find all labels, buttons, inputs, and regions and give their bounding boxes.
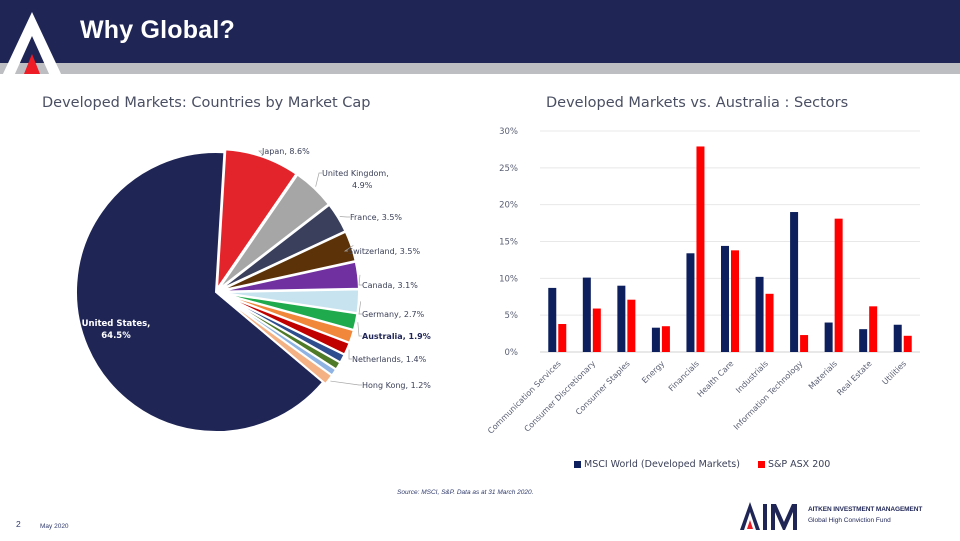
sector-bar-chart: 0%5%10%15%20%25%30%Communication Service… <box>486 127 920 436</box>
x-tick-label: Energy <box>640 359 666 385</box>
y-tick-label: 0% <box>505 348 519 358</box>
pie-leader-line-france <box>339 216 350 218</box>
bar-chart-legend: MSCI World (Developed Markets) S&P ASX 2… <box>574 459 830 470</box>
bar-msci-world-developed-markets-materials <box>824 322 833 352</box>
legend-item-msci: MSCI World (Developed Markets) <box>574 459 740 470</box>
page-date: May 2020 <box>40 523 69 530</box>
bar-msci-world-developed-markets-utilities <box>893 324 902 352</box>
pie-label-canada: Canada, 3.1% <box>362 281 418 290</box>
pie-label-united-states: 64.5% <box>101 331 131 341</box>
x-tick-label: Health Care <box>696 359 736 399</box>
pie-leader-line-australia <box>357 322 362 337</box>
bar-msci-world-developed-markets-industrials <box>755 276 764 352</box>
bar-msci-world-developed-markets-communication-services <box>548 287 557 352</box>
aim-triangle-logo-icon <box>2 12 62 76</box>
pie-label-switzerland: Switzerland, 3.5% <box>348 247 420 256</box>
company-name: AITKEN INVESTMENT MANAGEMENT <box>808 506 923 513</box>
page-title: Why Global? <box>80 16 235 44</box>
bar-msci-world-developed-markets-real-estate <box>859 329 868 352</box>
y-tick-label: 5% <box>505 311 519 321</box>
y-tick-label: 15% <box>499 238 518 248</box>
pie-chart-title: Developed Markets: Countries by Market C… <box>42 95 371 111</box>
bar-s-p-asx-200-utilities <box>903 335 912 352</box>
bar-s-p-asx-200-energy <box>661 326 670 352</box>
pie-label-japan: Japan, 8.6% <box>261 147 310 156</box>
bar-s-p-asx-200-health-care <box>731 250 739 352</box>
x-tick-label: Financials <box>667 359 701 393</box>
bar-s-p-asx-200-consumer-discretionary <box>592 308 601 352</box>
x-tick-label: Consumer Discretionary <box>523 359 598 434</box>
y-tick-label: 10% <box>499 274 518 284</box>
pie-label-germany: Germany, 2.7% <box>362 310 425 319</box>
pie-slice-united-states <box>75 151 325 433</box>
legend-label-asx: S&P ASX 200 <box>767 459 831 470</box>
aim-logo-icon <box>740 502 797 530</box>
x-tick-label: Information Technology <box>732 359 805 432</box>
x-tick-label: Utilities <box>880 359 908 387</box>
bar-s-p-asx-200-materials <box>834 218 843 352</box>
pie-slice-japan <box>215 148 298 293</box>
header-bar <box>0 0 960 63</box>
bar-msci-world-developed-markets-health-care <box>721 245 729 352</box>
legend-swatch-msci <box>574 461 581 468</box>
legend-swatch-asx <box>757 461 765 468</box>
pie-slice-hong-kong <box>217 293 334 386</box>
x-tick-label: Industrials <box>734 359 770 395</box>
pie-label-united-kingdom: 4.9% <box>352 181 373 190</box>
bar-s-p-asx-200-real-estate <box>869 306 878 352</box>
header-divider <box>0 63 960 74</box>
pie-leader-line-netherlands <box>348 349 352 360</box>
country-pie-chart: United States, 64.5% Japan, 8.6% United Kin… <box>75 147 431 433</box>
legend-item-asx: S&P ASX 200 <box>757 459 831 470</box>
bar-s-p-asx-200-financials <box>696 146 705 352</box>
pie-label-netherlands: Netherlands, 1.4% <box>352 355 427 364</box>
bar-msci-world-developed-markets-financials <box>686 253 695 352</box>
y-tick-label: 20% <box>499 201 518 211</box>
pie-leader-line-japan <box>258 150 264 156</box>
bar-s-p-asx-200-industrials <box>765 293 774 352</box>
bar-s-p-asx-200-information-technology <box>800 335 809 352</box>
pie-label-united-states: United States, <box>82 319 151 329</box>
pie-leader-line-canada <box>358 274 362 286</box>
fund-name: Global High Conviction Fund <box>808 517 891 524</box>
bar-msci-world-developed-markets-information-technology <box>790 212 799 352</box>
pie-leader-line-hong-kong <box>330 380 362 386</box>
pie-label-united-kingdom: United Kingdom, <box>322 169 389 178</box>
pie-label-hong-kong: Hong Kong, 1.2% <box>362 381 431 390</box>
pie-label-france: France, 3.5% <box>350 213 402 222</box>
page-number: 2 <box>16 519 21 529</box>
bar-s-p-asx-200-consumer-staples <box>627 299 636 352</box>
pie-leader-line-united-kingdom <box>315 172 322 187</box>
pie-leader-line-switzerland <box>343 245 354 252</box>
legend-label-msci: MSCI World (Developed Markets) <box>584 459 740 470</box>
x-tick-label: Real Estate <box>835 359 873 397</box>
source-note: Source: MSCI, S&P. Data as at 31 March 2… <box>397 489 534 496</box>
x-tick-label: Materials <box>807 359 839 391</box>
bar-msci-world-developed-markets-consumer-discretionary <box>582 277 591 352</box>
pie-leader-line-germany <box>358 301 362 315</box>
pie-label-australia: Australia, 1.9% <box>362 332 431 341</box>
bar-chart-title: Developed Markets vs. Australia : Sector… <box>546 95 849 111</box>
y-tick-label: 30% <box>499 127 518 137</box>
y-tick-label: 25% <box>499 164 518 174</box>
bar-msci-world-developed-markets-energy <box>651 327 660 352</box>
bar-msci-world-developed-markets-consumer-staples <box>617 285 626 352</box>
bar-s-p-asx-200-communication-services <box>558 324 567 352</box>
